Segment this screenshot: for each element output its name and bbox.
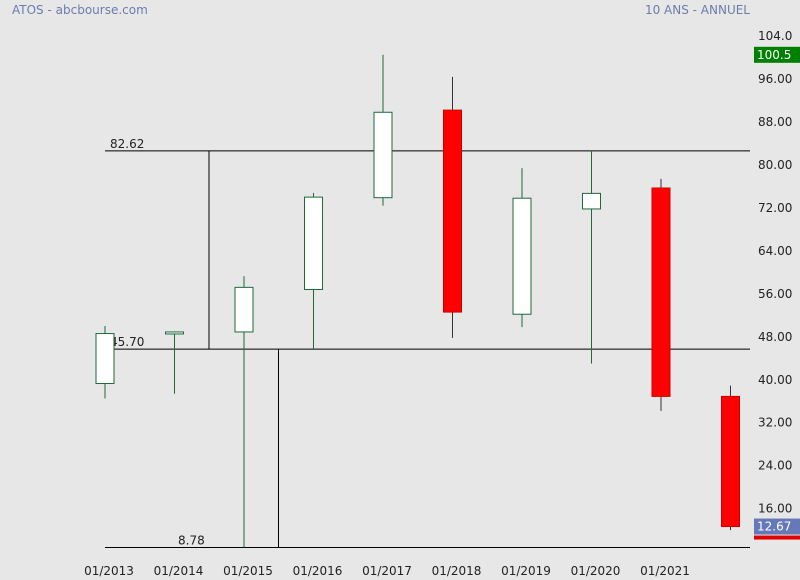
candle-1 <box>165 331 184 394</box>
x-tick-5: 01/2018 <box>432 564 482 578</box>
price-tag-bg-0 <box>754 46 800 63</box>
candle-2 <box>234 276 254 548</box>
candle-body-0 <box>95 333 115 385</box>
y-tick-8: 40.00 <box>758 373 792 387</box>
x-tick-3: 01/2016 <box>293 564 343 578</box>
candle-body-9 <box>721 395 740 528</box>
x-tick-6: 01/2019 <box>501 564 551 578</box>
y-tick-10: 24.00 <box>758 459 792 473</box>
reference-lines: 82.62 45.70 8.78 <box>105 137 750 548</box>
h-line-label-0: 82.62 <box>110 137 144 151</box>
last-price-marker <box>754 535 800 540</box>
candles <box>95 54 740 548</box>
x-axis: 01/2013 01/2014 01/2015 01/2016 01/2017 01/20… <box>84 564 690 578</box>
y-tick-4: 72.00 <box>758 201 792 215</box>
price-tag-bg-1 <box>754 518 800 535</box>
price-tags: 100.5 12.67 <box>754 46 800 540</box>
candle-9 <box>721 385 740 531</box>
y-tick-2: 88.00 <box>758 115 792 129</box>
y-axis: 104.0 96.00 88.00 80.00 72.00 64.00 56.00 48.00… <box>758 29 792 516</box>
x-tick-4: 01/2017 <box>362 564 412 578</box>
y-tick-9: 32.00 <box>758 416 792 430</box>
x-tick-8: 01/2021 <box>640 564 690 578</box>
candle-8 <box>651 178 671 411</box>
candle-body-4 <box>373 111 393 199</box>
candle-body-1 <box>165 331 184 335</box>
price-tag-0: 100.5 <box>757 48 791 62</box>
candle-3 <box>304 192 323 350</box>
candle-body-5 <box>443 109 462 313</box>
y-tick-6: 56.00 <box>758 287 792 301</box>
y-tick-1: 96.00 <box>758 72 792 86</box>
candle-body-6 <box>512 197 532 315</box>
candle-body-7 <box>582 192 601 210</box>
candle-4 <box>373 54 393 206</box>
candle-body-3 <box>304 196 323 291</box>
candle-6 <box>512 168 532 328</box>
x-tick-1: 01/2014 <box>154 564 204 578</box>
y-tick-5: 64.00 <box>758 244 792 258</box>
candle-0 <box>95 326 115 399</box>
candle-7 <box>582 150 601 364</box>
x-tick-7: 01/2020 <box>571 564 621 578</box>
candle-body-8 <box>651 187 671 397</box>
header-right-period: 10 ANS - ANNUEL <box>645 3 750 17</box>
x-tick-0: 01/2013 <box>84 564 134 578</box>
header-left-title: ATOS - abcbourse.com <box>12 3 148 17</box>
candle-body-2 <box>234 286 254 333</box>
y-tick-0: 104.0 <box>758 29 792 43</box>
y-tick-7: 48.00 <box>758 330 792 344</box>
h-line-label-1: 45.70 <box>110 335 144 349</box>
price-tag-1: 12.67 <box>757 520 791 534</box>
h-line-label-2: 8.78 <box>178 533 205 547</box>
y-tick-3: 80.00 <box>758 158 792 172</box>
x-tick-2: 01/2015 <box>223 564 273 578</box>
y-tick-11: 16.00 <box>758 502 792 516</box>
candle-5 <box>443 76 462 338</box>
